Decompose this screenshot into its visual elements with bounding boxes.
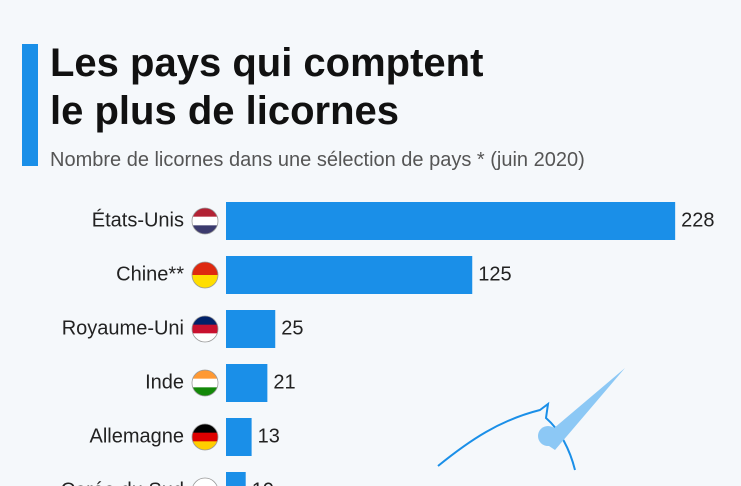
flag bbox=[191, 423, 219, 451]
flag-stripe bbox=[192, 216, 218, 226]
flag-stripe bbox=[192, 370, 218, 380]
flag-stripe bbox=[192, 441, 218, 450]
chart-title: Les pays qui comptent bbox=[50, 41, 483, 85]
category-label: Royaume-Uni bbox=[62, 317, 184, 339]
flag-border bbox=[191, 423, 219, 451]
flag-border bbox=[191, 207, 219, 235]
category-label: Allemagne bbox=[89, 425, 184, 447]
value-label: 13 bbox=[258, 425, 280, 447]
flag-stripe bbox=[192, 424, 218, 434]
bar bbox=[226, 418, 252, 456]
flag-border bbox=[192, 477, 218, 486]
flag-stripe bbox=[192, 208, 218, 218]
value-label: 21 bbox=[273, 371, 295, 393]
bar bbox=[226, 202, 676, 240]
unicorn-horn bbox=[540, 368, 625, 450]
value-label: 228 bbox=[681, 209, 714, 231]
unicorn-illustration bbox=[437, 368, 625, 471]
bar bbox=[226, 364, 268, 402]
bar bbox=[226, 472, 246, 486]
flag-border bbox=[191, 315, 219, 343]
flag-stripe bbox=[192, 225, 218, 234]
category-label: Chine** bbox=[116, 263, 184, 285]
flag bbox=[192, 477, 218, 486]
unicorn-outline bbox=[437, 401, 576, 471]
flag-stripe bbox=[192, 333, 218, 342]
category-label: États-Unis bbox=[92, 208, 184, 231]
flag-stripe bbox=[192, 316, 218, 326]
value-label: 10 bbox=[252, 479, 274, 486]
flag-stripe bbox=[192, 275, 218, 288]
flag bbox=[191, 369, 219, 397]
unicorn-horn-base bbox=[538, 426, 558, 446]
category-label: Inde bbox=[145, 371, 184, 393]
flag-stripe bbox=[192, 262, 218, 276]
value-label: 125 bbox=[478, 263, 511, 285]
bar bbox=[226, 310, 276, 348]
flag-stripe bbox=[192, 432, 218, 442]
flag-stripe bbox=[192, 387, 218, 396]
flag bbox=[191, 315, 219, 343]
title-accent bbox=[22, 44, 38, 166]
flag-stripe bbox=[192, 378, 218, 388]
category-label: Corée du Sud bbox=[61, 479, 184, 486]
flag-border bbox=[191, 369, 219, 397]
flag-stripe bbox=[192, 324, 218, 334]
chart-title: le plus de licornes bbox=[50, 89, 399, 133]
bar bbox=[226, 256, 473, 294]
flag bbox=[191, 261, 219, 289]
flag-stripe bbox=[192, 478, 218, 486]
chart-subtitle: Nombre de licornes dans une sélection de… bbox=[50, 149, 585, 171]
value-label: 25 bbox=[281, 317, 303, 339]
flag bbox=[191, 207, 219, 235]
flag-border bbox=[191, 261, 219, 289]
